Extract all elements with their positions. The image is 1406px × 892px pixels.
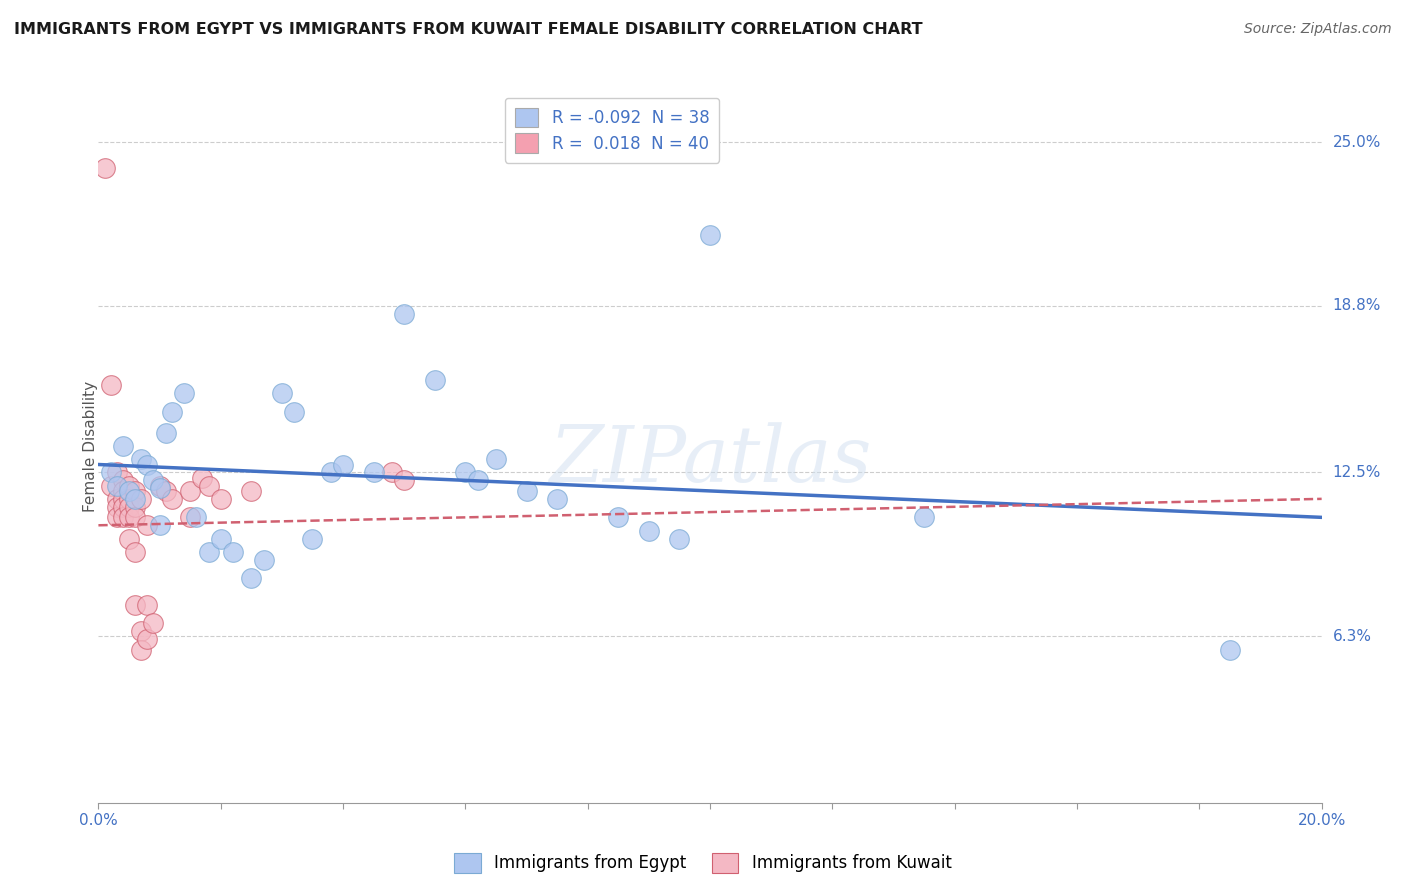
Point <box>124 545 146 559</box>
Point <box>332 458 354 472</box>
Point <box>179 483 201 498</box>
Point <box>142 474 165 488</box>
Point <box>392 474 416 488</box>
Point <box>283 404 305 418</box>
Text: 12.5%: 12.5% <box>1333 465 1381 480</box>
Point <box>423 373 446 387</box>
Point <box>111 474 134 488</box>
Point <box>197 478 219 492</box>
Point <box>149 518 172 533</box>
Point <box>105 500 128 514</box>
Point <box>155 425 177 440</box>
Text: 25.0%: 25.0% <box>1333 135 1381 150</box>
Point <box>240 483 263 498</box>
Point <box>111 439 134 453</box>
Point <box>467 474 489 488</box>
Point <box>160 491 183 506</box>
Point <box>668 532 690 546</box>
Point <box>129 491 152 506</box>
Point <box>381 466 404 480</box>
Point <box>149 478 172 492</box>
Text: 18.8%: 18.8% <box>1333 299 1381 313</box>
Point <box>100 466 122 480</box>
Point <box>111 500 134 514</box>
Point <box>136 458 159 472</box>
Point <box>118 491 141 506</box>
Point <box>105 478 128 492</box>
Point <box>301 532 323 546</box>
Point <box>363 466 385 480</box>
Point <box>111 483 134 498</box>
Point <box>93 161 115 176</box>
Point <box>191 471 214 485</box>
Text: Source: ZipAtlas.com: Source: ZipAtlas.com <box>1244 22 1392 37</box>
Point <box>160 404 183 418</box>
Point <box>118 478 141 492</box>
Point <box>270 386 292 401</box>
Point <box>209 491 232 506</box>
Point <box>454 466 477 480</box>
Point <box>149 481 172 495</box>
Point <box>124 510 146 524</box>
Point <box>637 524 661 538</box>
Point <box>105 491 128 506</box>
Point <box>100 478 122 492</box>
Point <box>319 466 342 480</box>
Point <box>124 483 146 498</box>
Y-axis label: Female Disability: Female Disability <box>83 380 97 512</box>
Point <box>118 510 141 524</box>
Point <box>105 466 128 480</box>
Point <box>912 510 935 524</box>
Legend: R = -0.092  N = 38, R =  0.018  N = 40: R = -0.092 N = 38, R = 0.018 N = 40 <box>505 97 720 162</box>
Point <box>240 571 263 585</box>
Point <box>179 510 201 524</box>
Point <box>111 510 134 524</box>
Point <box>173 386 195 401</box>
Point <box>124 598 146 612</box>
Point <box>252 552 274 566</box>
Point <box>699 227 721 242</box>
Text: ZIPatlas: ZIPatlas <box>548 422 872 499</box>
Point <box>129 452 152 467</box>
Point <box>118 500 141 514</box>
Point <box>136 598 159 612</box>
Point <box>129 642 152 657</box>
Point <box>136 632 159 646</box>
Point <box>209 532 232 546</box>
Text: 6.3%: 6.3% <box>1333 629 1372 644</box>
Point <box>186 510 208 524</box>
Point <box>155 483 177 498</box>
Point <box>142 616 165 631</box>
Point <box>197 545 219 559</box>
Point <box>124 500 146 514</box>
Point <box>607 510 630 524</box>
Point <box>222 545 245 559</box>
Legend: Immigrants from Egypt, Immigrants from Kuwait: Immigrants from Egypt, Immigrants from K… <box>447 847 959 880</box>
Point <box>136 518 159 533</box>
Point <box>111 491 134 506</box>
Point <box>129 624 152 638</box>
Point <box>105 510 128 524</box>
Point <box>392 307 416 321</box>
Point <box>516 483 538 498</box>
Point <box>118 483 141 498</box>
Point <box>118 532 141 546</box>
Point <box>100 378 122 392</box>
Point <box>546 491 568 506</box>
Point <box>485 452 508 467</box>
Text: IMMIGRANTS FROM EGYPT VS IMMIGRANTS FROM KUWAIT FEMALE DISABILITY CORRELATION CH: IMMIGRANTS FROM EGYPT VS IMMIGRANTS FROM… <box>14 22 922 37</box>
Point <box>124 491 146 506</box>
Point <box>1219 642 1241 657</box>
